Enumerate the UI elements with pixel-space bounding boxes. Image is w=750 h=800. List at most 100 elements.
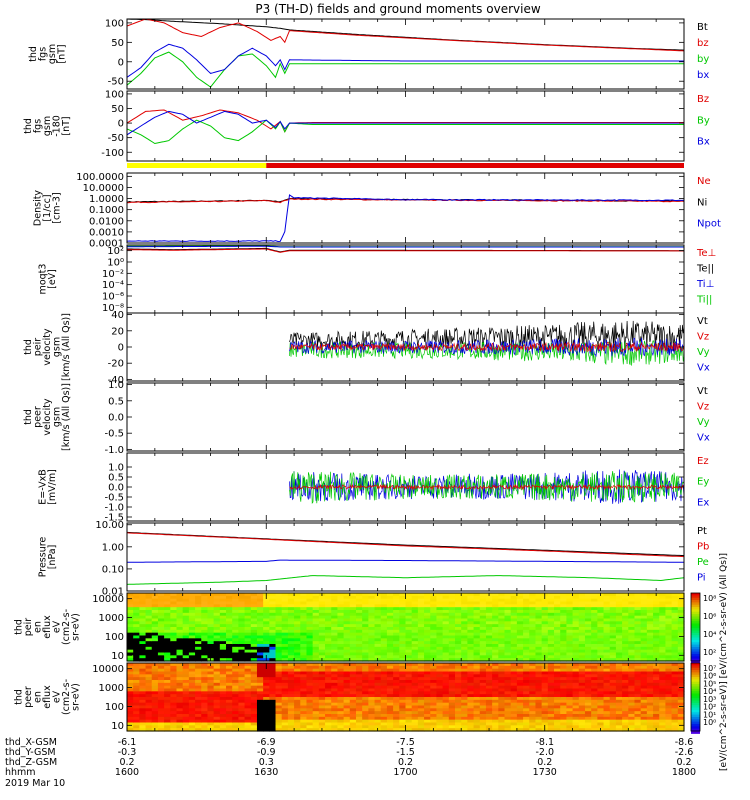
spectrogram-cell — [448, 671, 456, 675]
spectrogram-cell — [256, 665, 264, 670]
spectrogram-cell — [157, 601, 165, 605]
spectrogram-cell — [504, 644, 512, 648]
spectrogram-cell — [213, 702, 221, 707]
spectrogram-cell — [256, 699, 264, 704]
spectrogram-cell — [578, 652, 586, 656]
spectrogram-cell — [294, 682, 301, 687]
spectrogram-cell — [498, 644, 506, 648]
spectrogram-cell — [653, 688, 660, 692]
spectrogram-cell — [529, 691, 537, 695]
spectrogram-cell — [566, 646, 574, 651]
spectrogram-cell — [554, 691, 561, 695]
spectrogram-cell — [226, 691, 233, 695]
colorbar-swatch — [691, 609, 700, 613]
spectrogram-cell — [226, 725, 233, 729]
spectrogram-cell — [634, 725, 642, 729]
spectrogram-cell — [653, 646, 660, 651]
spectrogram-cell — [275, 621, 283, 625]
spectrogram-cell — [337, 694, 345, 698]
spectrogram-cell — [622, 665, 629, 670]
spectrogram-cell — [281, 705, 289, 709]
spectrogram-cell — [232, 618, 239, 622]
spectrogram-cell — [646, 649, 654, 654]
spectrogram-cell — [250, 627, 258, 631]
spectrogram-cell — [232, 725, 239, 729]
spectrogram-cell — [139, 694, 147, 698]
spectrogram-cell — [510, 655, 518, 659]
spectrogram-cell — [318, 682, 326, 687]
spectrogram-cell — [479, 671, 487, 675]
spectrogram-cell — [479, 658, 487, 662]
spectrogram-cell — [368, 638, 376, 642]
spectrogram-cell — [226, 714, 233, 718]
spectrogram-cell — [213, 699, 221, 704]
spectrogram-cell — [386, 680, 394, 684]
spectrogram-cell — [578, 612, 586, 617]
spectrogram-cell — [287, 621, 295, 625]
spectrogram-cell — [665, 680, 673, 684]
spectrogram-cell — [399, 663, 407, 667]
spectrogram-cell — [467, 627, 475, 631]
spectrogram-cell — [560, 635, 568, 639]
spectrogram-cell — [597, 671, 605, 675]
spectrogram-cell — [349, 638, 357, 642]
spectrogram-cell — [504, 610, 512, 614]
spectrogram-cell — [677, 593, 685, 597]
spectrogram-cell — [325, 635, 332, 639]
spectrogram-cell — [263, 649, 270, 654]
spectrogram-cell — [195, 612, 202, 617]
spectrogram-cell — [275, 677, 283, 681]
spectrogram-cell — [442, 644, 450, 648]
spectrogram-cell — [188, 604, 196, 608]
spectrogram-cell — [374, 668, 382, 673]
spectrogram-cell — [591, 646, 598, 651]
spectrogram-cell — [653, 638, 660, 642]
spectrogram-cell — [578, 711, 586, 715]
y-tick-label: 0 — [118, 343, 124, 354]
spectrogram-cell — [653, 725, 660, 729]
spectrogram-cell — [355, 598, 363, 603]
spectrogram-cell — [355, 711, 363, 715]
spectrogram-cell — [287, 705, 295, 709]
spectrogram-cell — [473, 691, 481, 695]
spectrogram-cell — [238, 708, 246, 712]
spectrogram-cell — [473, 699, 481, 704]
spectrogram-cell — [504, 641, 512, 645]
spectrogram-cell — [510, 691, 518, 695]
spectrogram-cell — [640, 685, 648, 690]
spectrogram-cell — [417, 598, 425, 603]
spectrogram-cell — [411, 719, 419, 724]
spectrogram-cell — [566, 638, 574, 642]
spectrogram-cell — [628, 697, 636, 701]
y-tick-label: -1.0 — [104, 445, 124, 456]
spectrogram-cell — [615, 618, 623, 622]
spectrogram-cell — [164, 722, 171, 726]
spectrogram-cell — [541, 674, 549, 678]
spectrogram-cell — [485, 601, 493, 605]
spectrogram-cell — [560, 644, 568, 648]
spectrogram-cell — [306, 641, 314, 645]
spectrogram-cell — [461, 601, 468, 605]
spectrogram-cell — [318, 644, 326, 648]
spectrogram-cell — [250, 677, 258, 681]
spectrogram-cell — [492, 593, 499, 597]
spectrogram-cell — [430, 635, 438, 639]
spectrogram-cell — [424, 697, 431, 701]
spectrogram-cell — [523, 719, 530, 724]
spectrogram-cell — [671, 665, 679, 670]
spectrogram-cell — [591, 612, 598, 617]
spectrogram-cell — [541, 607, 549, 611]
spectrogram-cell — [597, 697, 605, 701]
spectrogram-cell — [492, 728, 499, 732]
y-tick-label: 10⁻⁴ — [102, 280, 124, 291]
spectrogram-cell — [554, 714, 561, 718]
spectrogram-cell — [498, 697, 506, 701]
spectrogram-cell — [554, 629, 561, 634]
spectrogram-cell — [232, 607, 239, 611]
spectrogram-cell — [442, 624, 450, 628]
spectrogram-cell — [263, 688, 270, 692]
y-axis-label: eV — [52, 620, 63, 633]
spectrogram-cell — [516, 708, 524, 712]
spectrogram-cell — [170, 711, 178, 715]
spectrogram-cell — [325, 677, 332, 681]
